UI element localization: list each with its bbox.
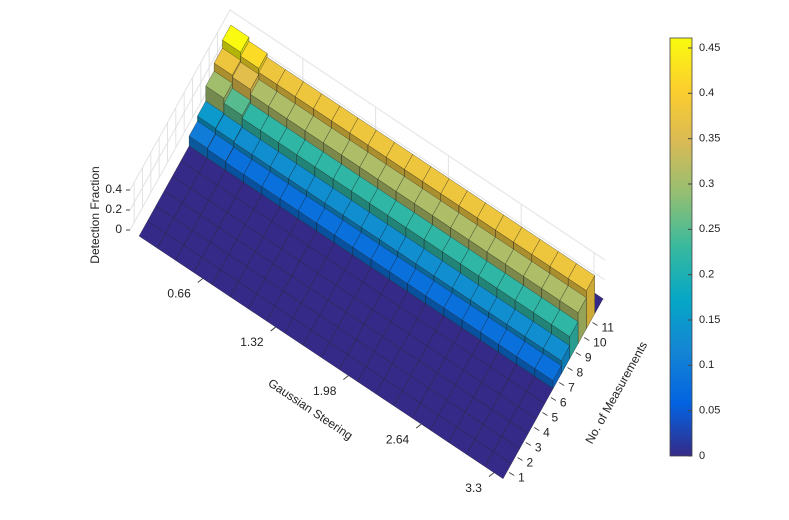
z-tick-label: 0 [115, 222, 122, 236]
x-tick [488, 472, 495, 478]
x-tick-label: 1.98 [313, 384, 337, 398]
bar-top [542, 333, 570, 361]
y-axis-label: No. of Measurements [582, 339, 650, 446]
y-tick-label: 6 [560, 396, 567, 410]
x-tick-label: 3.3 [465, 481, 482, 495]
y-tick [542, 412, 548, 416]
y-tick-label: 3 [535, 441, 542, 455]
y-tick [567, 367, 573, 371]
y-tick-label: 5 [552, 411, 559, 425]
y-tick-label: 11 [602, 321, 615, 335]
bar-top [197, 100, 225, 129]
x-tick-label: 2.64 [386, 432, 410, 446]
y-tick [533, 427, 540, 431]
y-tick-label: 1 [518, 471, 525, 485]
bar [534, 353, 562, 389]
y-tick-label: 9 [585, 351, 592, 365]
x-tick [270, 326, 276, 332]
x-tick [415, 423, 422, 429]
bar-top [215, 113, 243, 142]
colorbar-tick-label: 0.45 [699, 42, 720, 54]
bar-top [213, 47, 241, 76]
x-axis-label: Gaussian Steering [266, 376, 356, 443]
x-tick-label: 0.66 [167, 287, 191, 301]
bar-top [223, 87, 251, 116]
colorbar-tick-label: 0.15 [699, 314, 720, 326]
colorbar-tick-label: 0.4 [699, 87, 714, 99]
bar-top [240, 40, 268, 69]
y-tick [583, 337, 590, 341]
y-tick [550, 397, 557, 401]
bar [484, 451, 512, 479]
y-tick-label: 8 [577, 366, 584, 380]
bar-top [484, 451, 512, 479]
grid-line [129, 9, 606, 261]
y-tick [508, 472, 515, 476]
y-tick-label: 4 [543, 426, 550, 440]
colorbar-tick-label: 0.3 [699, 178, 714, 190]
bar-top [207, 133, 235, 162]
y-tick-label: 7 [568, 381, 575, 395]
bar-top [232, 61, 260, 90]
colorbar-tick-label: 0.25 [699, 223, 720, 235]
colorbar-tick-label: 0 [699, 450, 705, 462]
colorbar [669, 37, 693, 457]
colorbar-tick-label: 0.2 [699, 269, 714, 281]
x-tick [197, 278, 204, 283]
bar-top [559, 285, 587, 313]
y-tick [575, 352, 582, 356]
colorbar-tick-label: 0.35 [699, 133, 720, 145]
y-tick [517, 457, 523, 461]
z-tick-label: 0.4 [105, 182, 122, 196]
z-tick-label: 0.2 [105, 202, 122, 216]
y-tick [592, 322, 598, 326]
y-tick-label: 10 [593, 336, 607, 350]
bar-top [551, 309, 579, 337]
bar-top [534, 353, 562, 381]
colorbar-tick-label: 0.1 [699, 359, 714, 371]
z-axis-label: Detection Fraction [88, 166, 102, 263]
bar-top [205, 70, 233, 99]
x-tick [343, 375, 349, 380]
bar-top [567, 263, 595, 291]
bar-top [188, 120, 216, 149]
y-tick [525, 442, 532, 446]
y-tick [558, 382, 565, 386]
bar-top [222, 24, 250, 53]
colorbar-tick-label: 0.05 [699, 405, 720, 417]
y-tick-label: 2 [527, 456, 534, 470]
x-tick-label: 1.32 [240, 335, 264, 349]
